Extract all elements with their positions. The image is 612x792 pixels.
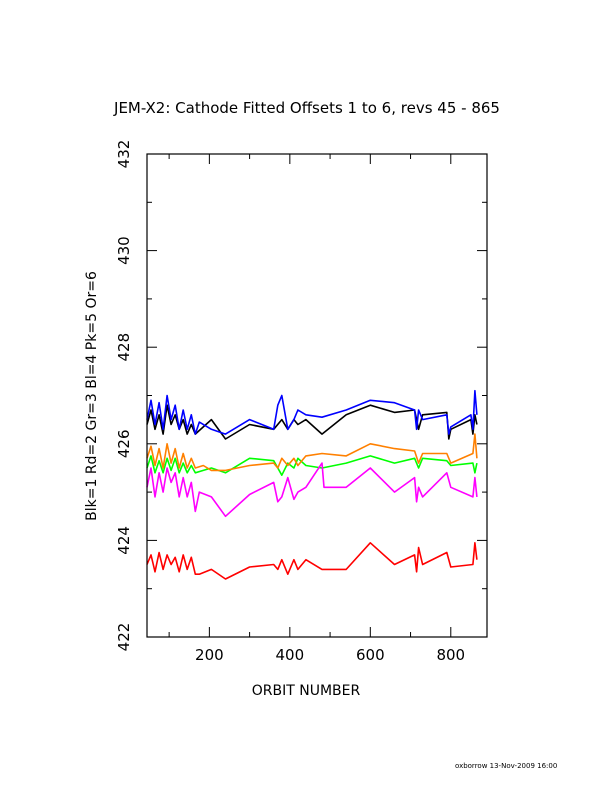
y-axis-label: Blk=1 Rd=2 Gr=3 Bl=4 Pk=5 Or=6 [84, 271, 100, 521]
footer-credit: oxborrow 13-Nov-2009 16:00 [455, 762, 558, 770]
series-line-4 [146, 389, 478, 435]
y-tick-label: 426 [115, 429, 133, 458]
x-axis-label: ORBIT NUMBER [252, 683, 361, 699]
y-tick-label: 432 [115, 140, 133, 169]
series-line-2 [146, 541, 478, 580]
series-line-5 [146, 462, 478, 518]
x-tick-label: 800 [436, 646, 465, 664]
series-line-6 [146, 433, 478, 472]
axes: 200 400 600 800 422 424 426 428 430 432 [115, 140, 487, 664]
plot-frame [146, 153, 488, 638]
plot-lines [146, 389, 478, 580]
y-tick-label: 430 [115, 236, 133, 265]
chart-title: JEM-X2: Cathode Fitted Offsets 1 to 6, r… [113, 99, 500, 117]
x-tick-label: 600 [356, 646, 385, 664]
y-tick-label: 422 [115, 623, 133, 652]
series-line-3 [146, 455, 478, 477]
x-tick-label: 200 [195, 646, 224, 664]
x-tick-label: 400 [276, 646, 305, 664]
y-tick-label: 428 [115, 333, 133, 362]
series-line-1 [146, 404, 478, 440]
y-tick-label: 424 [115, 526, 133, 555]
